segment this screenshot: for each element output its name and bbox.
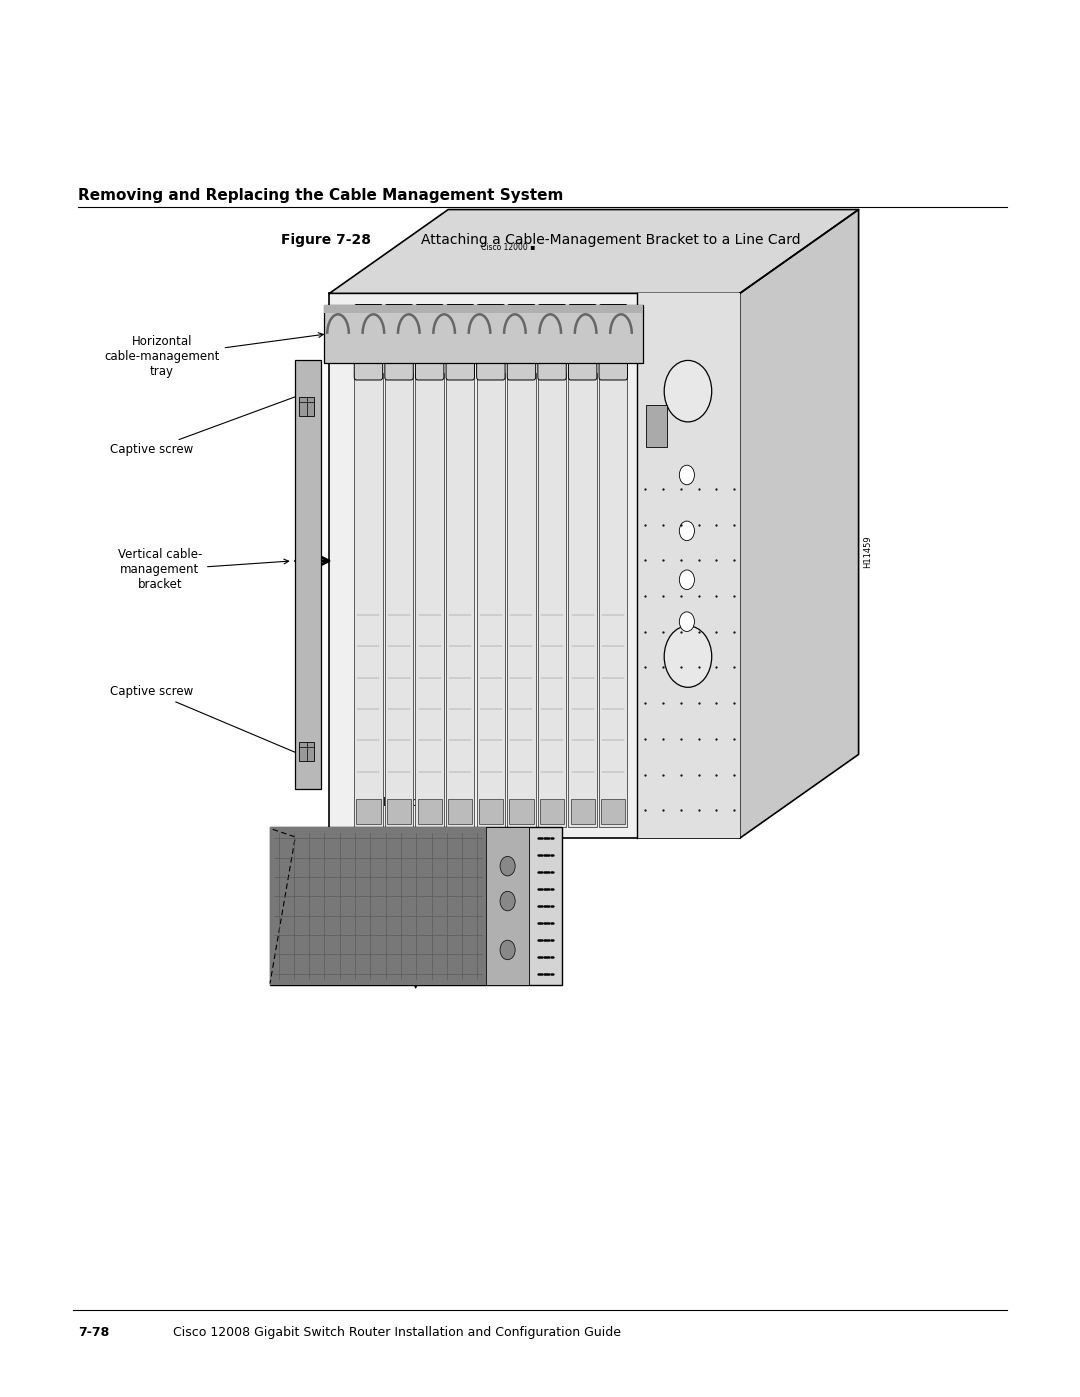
- Text: H11459: H11459: [863, 535, 872, 569]
- Bar: [324, 305, 643, 363]
- Text: Figure 7-28: Figure 7-28: [281, 233, 370, 247]
- Bar: [510, 799, 534, 824]
- Text: Captive screw: Captive screw: [109, 394, 303, 457]
- Bar: [570, 799, 595, 824]
- Text: Cisco 12008 Gigabit Switch Router Installation and Configuration Guide: Cisco 12008 Gigabit Switch Router Instal…: [173, 1326, 621, 1340]
- Bar: [538, 373, 566, 827]
- Bar: [508, 373, 536, 827]
- FancyBboxPatch shape: [508, 305, 536, 380]
- Bar: [602, 799, 625, 824]
- Polygon shape: [740, 210, 859, 838]
- FancyBboxPatch shape: [416, 305, 444, 380]
- Text: Horizontal
cable-management
tray: Horizontal cable-management tray: [105, 332, 323, 377]
- Text: Vertical cable-
management
bracket: Vertical cable- management bracket: [118, 549, 288, 591]
- Bar: [270, 827, 562, 985]
- Bar: [270, 827, 486, 985]
- Bar: [646, 405, 667, 447]
- Bar: [295, 360, 321, 789]
- Bar: [387, 799, 411, 824]
- Bar: [329, 293, 740, 838]
- Bar: [478, 799, 503, 824]
- Bar: [568, 373, 597, 827]
- Bar: [418, 799, 442, 824]
- Text: Line card: Line card: [383, 796, 437, 988]
- Bar: [599, 373, 627, 827]
- Circle shape: [500, 891, 515, 911]
- Text: Cisco 12000 ▪: Cisco 12000 ▪: [481, 243, 535, 251]
- Bar: [354, 373, 382, 827]
- Bar: [356, 799, 380, 824]
- Bar: [299, 397, 314, 416]
- Text: Attaching a Cable-Management Bracket to a Line Card: Attaching a Cable-Management Bracket to …: [421, 233, 801, 247]
- Bar: [446, 373, 474, 827]
- Bar: [448, 799, 472, 824]
- Text: 7-78: 7-78: [78, 1326, 109, 1340]
- Circle shape: [679, 521, 694, 541]
- Polygon shape: [329, 210, 859, 293]
- Circle shape: [500, 856, 515, 876]
- Text: Removing and Replacing the Cable Management System: Removing and Replacing the Cable Managem…: [78, 187, 563, 203]
- FancyBboxPatch shape: [354, 305, 382, 380]
- FancyBboxPatch shape: [476, 305, 505, 380]
- Bar: [299, 742, 314, 761]
- FancyBboxPatch shape: [599, 305, 627, 380]
- FancyBboxPatch shape: [538, 305, 566, 380]
- FancyBboxPatch shape: [446, 305, 474, 380]
- Circle shape: [679, 570, 694, 590]
- Bar: [324, 305, 643, 313]
- Text: Captive screw: Captive screw: [109, 685, 303, 756]
- FancyBboxPatch shape: [568, 305, 597, 380]
- Bar: [540, 799, 564, 824]
- Circle shape: [664, 626, 712, 687]
- Bar: [384, 373, 414, 827]
- Bar: [486, 827, 529, 985]
- Bar: [416, 373, 444, 827]
- Circle shape: [679, 612, 694, 631]
- Circle shape: [664, 360, 712, 422]
- Bar: [637, 293, 740, 838]
- FancyBboxPatch shape: [384, 305, 414, 380]
- Bar: [476, 373, 505, 827]
- Circle shape: [679, 465, 694, 485]
- Circle shape: [500, 940, 515, 960]
